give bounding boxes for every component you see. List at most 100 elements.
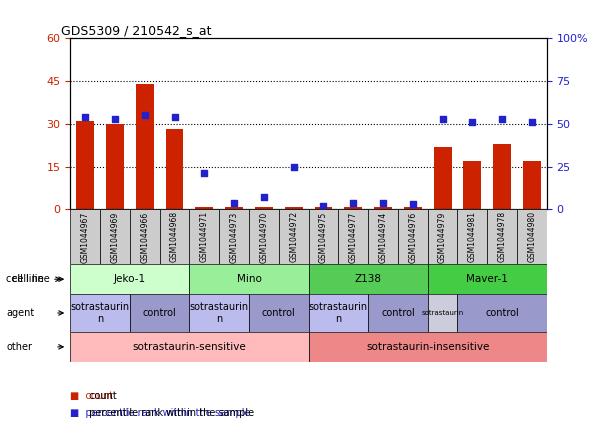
FancyBboxPatch shape — [309, 209, 338, 264]
Bar — [404, 206, 422, 209]
Bar — [374, 206, 392, 209]
FancyBboxPatch shape — [368, 294, 428, 332]
FancyBboxPatch shape — [398, 209, 428, 264]
Text: Jeko-1: Jeko-1 — [114, 274, 146, 284]
Text: Maver-1: Maver-1 — [466, 274, 508, 284]
Text: ■  percentile rank within the sample: ■ percentile rank within the sample — [70, 408, 251, 418]
Text: Mino: Mino — [236, 274, 262, 284]
Bar — [166, 129, 183, 209]
FancyBboxPatch shape — [130, 209, 159, 264]
Point — [348, 199, 358, 206]
Bar — [196, 206, 213, 209]
Text: GSM1044976: GSM1044976 — [408, 211, 417, 263]
FancyBboxPatch shape — [249, 294, 309, 332]
Text: control: control — [485, 308, 519, 318]
Text: GSM1044968: GSM1044968 — [170, 212, 179, 262]
Text: count: count — [86, 391, 116, 401]
Point — [140, 112, 150, 118]
Point — [80, 113, 90, 120]
Point — [170, 113, 180, 120]
Text: GSM1044978: GSM1044978 — [498, 212, 507, 262]
FancyBboxPatch shape — [309, 332, 547, 362]
Text: GSM1044966: GSM1044966 — [141, 211, 149, 263]
Point — [199, 170, 209, 177]
FancyBboxPatch shape — [159, 209, 189, 264]
FancyBboxPatch shape — [458, 294, 547, 332]
Text: other: other — [6, 342, 32, 352]
FancyBboxPatch shape — [309, 264, 428, 294]
Text: agent: agent — [6, 308, 34, 318]
Text: sotrastaurin: sotrastaurin — [422, 310, 464, 316]
FancyBboxPatch shape — [368, 209, 398, 264]
Text: GSM1044969: GSM1044969 — [111, 211, 119, 263]
Point — [259, 194, 269, 201]
Point — [378, 199, 388, 206]
Bar — [315, 206, 332, 209]
Point — [289, 163, 299, 170]
Text: cell line: cell line — [12, 274, 50, 284]
FancyBboxPatch shape — [517, 209, 547, 264]
Bar — [345, 206, 362, 209]
Text: cell line: cell line — [6, 274, 44, 284]
FancyBboxPatch shape — [189, 264, 309, 294]
FancyBboxPatch shape — [458, 209, 488, 264]
Text: GSM1044975: GSM1044975 — [319, 211, 328, 263]
Point — [497, 115, 507, 122]
Text: control: control — [143, 308, 177, 318]
FancyBboxPatch shape — [338, 209, 368, 264]
FancyBboxPatch shape — [100, 209, 130, 264]
Point — [467, 118, 477, 125]
Point — [229, 199, 239, 206]
FancyBboxPatch shape — [488, 209, 517, 264]
Point — [437, 115, 447, 122]
FancyBboxPatch shape — [428, 209, 458, 264]
Text: GSM1044972: GSM1044972 — [289, 212, 298, 262]
Bar — [255, 206, 273, 209]
FancyBboxPatch shape — [249, 209, 279, 264]
FancyBboxPatch shape — [309, 294, 368, 332]
Point — [527, 118, 537, 125]
Text: GSM1044971: GSM1044971 — [200, 212, 209, 262]
Text: ■  count: ■ count — [70, 391, 114, 401]
Text: GSM1044981: GSM1044981 — [468, 212, 477, 262]
Bar — [285, 206, 302, 209]
Text: control: control — [381, 308, 415, 318]
FancyBboxPatch shape — [70, 332, 309, 362]
Bar — [434, 147, 452, 209]
Point — [110, 115, 120, 122]
Text: GSM1044973: GSM1044973 — [230, 211, 238, 263]
Text: sotrastaurin
n: sotrastaurin n — [70, 302, 130, 324]
Bar — [76, 121, 94, 209]
Text: percentile rank within the sample: percentile rank within the sample — [86, 408, 254, 418]
FancyBboxPatch shape — [189, 294, 249, 332]
Text: sotrastaurin-insensitive: sotrastaurin-insensitive — [366, 342, 489, 352]
Text: GSM1044979: GSM1044979 — [438, 211, 447, 263]
Bar — [136, 84, 154, 209]
FancyBboxPatch shape — [70, 294, 130, 332]
FancyBboxPatch shape — [130, 294, 189, 332]
Text: GDS5309 / 210542_s_at: GDS5309 / 210542_s_at — [60, 24, 211, 37]
Text: GSM1044980: GSM1044980 — [527, 212, 536, 262]
Text: control: control — [262, 308, 296, 318]
Text: GSM1044970: GSM1044970 — [260, 211, 268, 263]
Text: sotrastaurin
n: sotrastaurin n — [309, 302, 368, 324]
FancyBboxPatch shape — [70, 264, 189, 294]
FancyBboxPatch shape — [219, 209, 249, 264]
Bar — [106, 124, 124, 209]
Point — [408, 201, 418, 208]
FancyBboxPatch shape — [279, 209, 309, 264]
Text: GSM1044967: GSM1044967 — [81, 211, 90, 263]
Bar — [523, 161, 541, 209]
Text: sotrastaurin-sensitive: sotrastaurin-sensitive — [133, 342, 246, 352]
FancyBboxPatch shape — [70, 209, 100, 264]
Text: sotrastaurin
n: sotrastaurin n — [189, 302, 249, 324]
Text: Z138: Z138 — [354, 274, 382, 284]
FancyBboxPatch shape — [428, 294, 458, 332]
Bar — [463, 161, 481, 209]
Bar — [493, 144, 511, 209]
Bar — [225, 206, 243, 209]
Text: GSM1044977: GSM1044977 — [349, 211, 357, 263]
FancyBboxPatch shape — [428, 264, 547, 294]
Text: GSM1044974: GSM1044974 — [379, 211, 387, 263]
FancyBboxPatch shape — [189, 209, 219, 264]
